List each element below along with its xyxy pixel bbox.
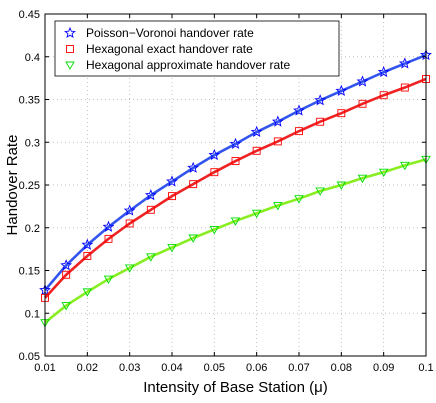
x-tick-label: 0.09 [373,362,394,374]
y-tick-label: 0.25 [19,180,40,192]
square-marker [358,99,367,108]
series-line-3 [44,158,427,324]
x-tick-label: 0.02 [77,362,98,374]
triangle-down-marker [124,264,135,273]
legend-label-3: Hexagonal approximate handover rate [86,58,290,72]
star-marker [187,161,200,173]
star-marker [102,220,115,232]
square-marker [146,205,155,214]
x-tick-label: 0.01 [34,362,55,374]
star-marker [356,75,369,87]
y-axis-label: Handover Rate [4,135,21,236]
x-tick-label: 0.04 [161,362,182,374]
y-tick-label: 0.15 [19,266,40,278]
triangle-down-marker [400,161,410,171]
legend: Poisson−Voronoi handover rate Hexagonal e… [54,20,340,77]
y-tick-label: 0.35 [19,95,40,107]
star-marker [123,204,136,216]
square-marker [337,109,346,118]
square-marker [231,157,240,166]
y-tick-label: 0.3 [25,137,40,149]
y-tick-label: 0.4 [25,52,40,64]
y-tick-label: 0.1 [25,308,40,320]
star-marker [81,238,94,250]
star-marker [144,189,157,201]
square-marker [210,168,219,177]
square-marker [316,117,325,126]
square-marker [62,270,71,279]
triangle-down-marker [188,234,198,243]
star-marker [64,26,76,39]
square-marker [295,127,303,136]
star-marker [314,94,327,106]
triangle-down-marker [315,187,325,196]
series-line-1 [44,53,427,292]
y-tick-label: 0.2 [25,223,40,235]
star-marker [208,148,221,161]
star-marker [398,57,411,69]
x-tick-label: 0.08 [331,362,352,374]
triangle-down-marker [61,302,71,311]
triangle-down-marker [294,195,304,204]
triangle-down-marker [251,209,262,219]
legend-label-2: Hexagonal exact handover rate [86,42,253,56]
star-marker [293,104,305,116]
square-marker [66,45,74,53]
triangle-down-marker [336,181,347,190]
triangle-down-marker [230,217,241,226]
legend-box [54,20,340,77]
square-marker [379,91,388,100]
y-tick-label: 0.05 [19,351,40,363]
star-marker [271,115,284,127]
square-marker [252,146,261,155]
triangle-down-marker [357,174,368,184]
x-tick-label: 0.05 [204,362,225,374]
triangle-down-marker [65,61,75,70]
square-marker [104,234,113,243]
square-marker [273,137,282,146]
star-marker [229,137,242,149]
square-marker [189,180,198,189]
triangle-down-marker [146,253,156,262]
x-axis-label: Intensity of Base Station (μ) [143,379,328,396]
x-tick-label: 0.03 [119,362,140,374]
triangle-down-marker [273,202,283,211]
square-marker [400,83,409,92]
y-tick-label: 0.45 [19,9,40,21]
triangle-down-marker [82,288,93,297]
star-marker [377,65,390,78]
triangle-down-marker [378,168,389,178]
triangle-down-marker [209,226,220,235]
series-line-2 [44,77,427,299]
square-marker [83,252,92,260]
x-tick-label: 0.07 [288,362,309,374]
star-marker [60,259,73,271]
star-marker [335,84,348,96]
square-marker [168,192,176,201]
triangle-down-marker [167,243,177,253]
legend-label-1: Poisson−Voronoi handover rate [86,26,254,40]
star-marker [166,175,178,187]
x-tick-label: 0.1 [418,362,433,374]
star-marker [250,125,263,138]
square-marker [125,219,134,228]
x-tick-label: 0.06 [246,362,267,374]
triangle-down-marker [103,275,114,284]
